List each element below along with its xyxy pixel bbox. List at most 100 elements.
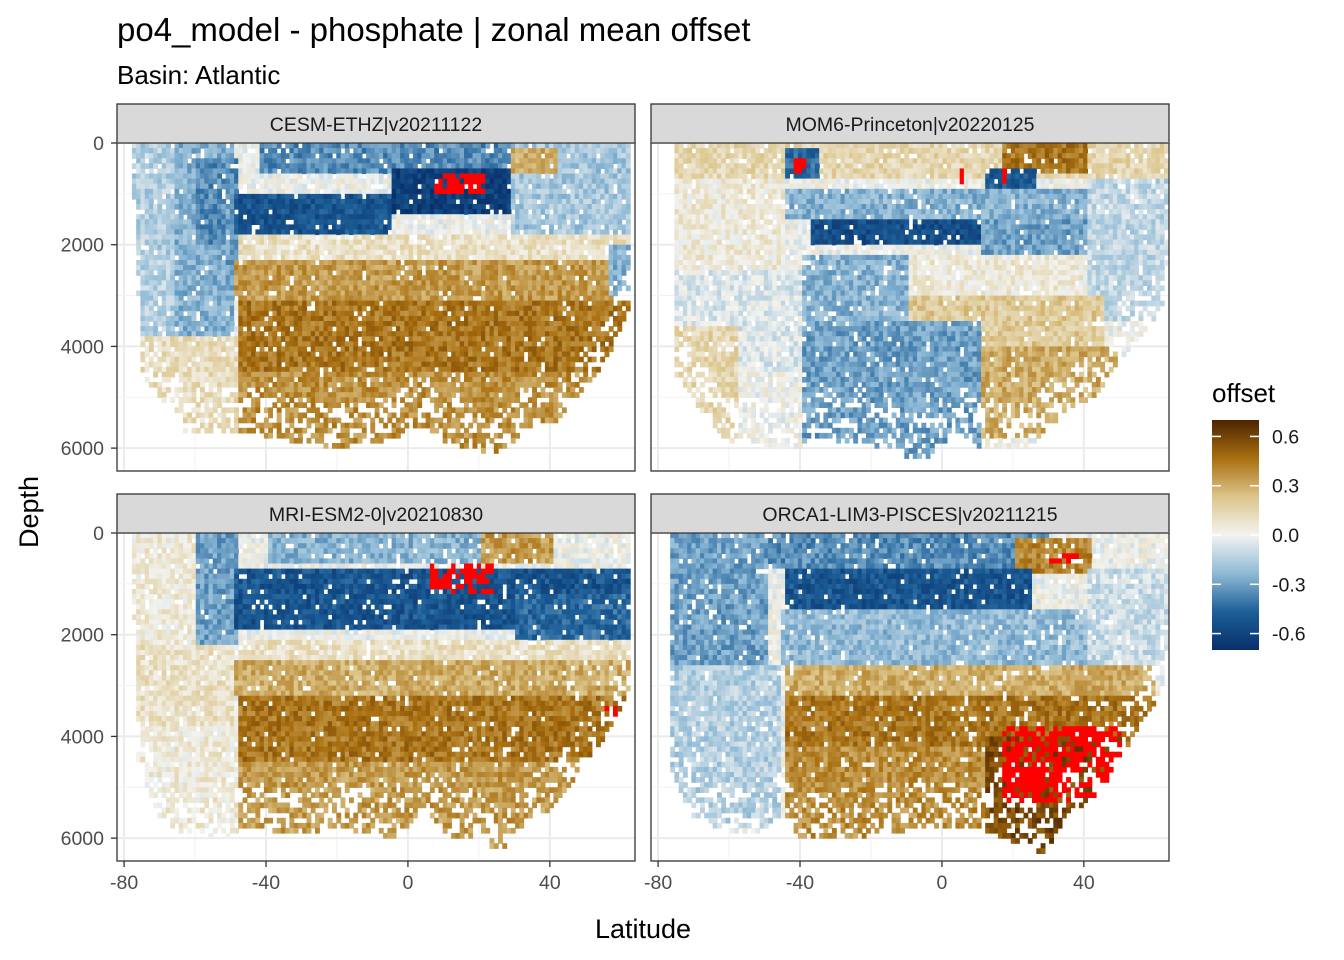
heat-cell: [229, 204, 235, 210]
heat-cell: [323, 300, 329, 307]
heat-cell: [523, 310, 529, 317]
heat-cell: [353, 214, 359, 220]
heat-cell: [472, 285, 478, 292]
heat-cell: [502, 244, 508, 251]
heat-cell: [404, 300, 410, 307]
heat-cell: [481, 300, 486, 307]
heat-cell: [544, 183, 550, 190]
heat-cell: [323, 356, 329, 363]
heat-cell: [225, 260, 231, 266]
heat-cell: [289, 173, 295, 180]
heat-cell: [255, 402, 261, 408]
heat-cell: [412, 356, 418, 363]
heat-cell: [285, 432, 291, 439]
heat-cell: [349, 387, 354, 393]
heat-cell: [353, 300, 359, 307]
heat-cell: [327, 163, 333, 169]
heat-cell: [319, 148, 325, 154]
heat-cell: [268, 422, 273, 429]
heat-cell: [195, 407, 201, 414]
heat-cell: [451, 432, 457, 439]
heat-cell: [472, 351, 478, 358]
heat-cell: [464, 219, 469, 225]
heat-cell: [332, 260, 337, 266]
heat-cell: [148, 361, 154, 368]
heat-cell: [544, 402, 550, 408]
heat-cell: [357, 285, 363, 292]
heat-cell: [315, 239, 320, 246]
heat-cell: [353, 336, 359, 342]
heat-cell: [297, 341, 303, 347]
heat-cell: [225, 188, 231, 195]
heat-cell: [472, 280, 478, 286]
heat-cell: [417, 249, 423, 256]
heat-cell: [442, 280, 448, 286]
heat-cell: [472, 239, 478, 246]
heat-cell: [255, 361, 261, 368]
heat-cell: [378, 234, 384, 241]
heat-cell: [519, 331, 525, 337]
heat-cell: [412, 295, 418, 302]
heat-cell: [204, 315, 210, 322]
heat-cell: [212, 366, 218, 373]
heat-cell: [553, 153, 559, 159]
heat-cell: [323, 260, 329, 266]
heat-cell: [404, 310, 410, 317]
heat-cell: [255, 366, 261, 373]
heat-cell: [289, 193, 295, 200]
heat-cell: [353, 254, 359, 261]
heat-cell: [280, 305, 286, 312]
heat-cell: [506, 371, 512, 378]
heat-cell: [327, 260, 333, 266]
heat-cell: [476, 270, 482, 276]
heat-cell: [238, 321, 244, 327]
heat-cell: [204, 229, 210, 236]
heat-cell: [391, 290, 397, 297]
heat-cell: [280, 300, 286, 307]
heat-cell: [429, 366, 435, 373]
heat-cell: [515, 295, 520, 302]
heat-cells: [131, 143, 631, 454]
heat-cell: [144, 270, 150, 276]
heat-cell: [383, 315, 388, 322]
heat-cell: [166, 244, 171, 251]
heat-cell: [234, 361, 239, 368]
heat-cell: [302, 214, 308, 220]
heat-cell: [506, 173, 512, 180]
heat-cell: [485, 193, 491, 200]
heat-cell: [408, 341, 414, 347]
heat-cell: [510, 254, 516, 261]
heat-cell: [140, 300, 146, 307]
heat-cell: [166, 173, 171, 180]
heat-cell: [187, 376, 193, 383]
heat-cell: [140, 331, 146, 337]
heat-cell: [293, 402, 299, 408]
heat-cell: [442, 290, 448, 297]
heat-cell: [183, 376, 188, 383]
heat-cell: [476, 387, 482, 393]
heat-cell: [276, 214, 282, 220]
heat-cell: [238, 229, 244, 236]
heat-cell: [404, 219, 410, 225]
heat-cell: [204, 321, 210, 327]
heat-cell: [489, 336, 495, 342]
heat-cell: [255, 163, 261, 169]
heat-cell: [268, 315, 273, 322]
heat-cell: [429, 198, 435, 205]
heat-cell: [553, 163, 559, 169]
heat-cell: [455, 321, 461, 327]
heat-cell: [408, 209, 414, 215]
heat-cell: [447, 270, 452, 276]
heat-cell: [353, 356, 359, 363]
heat-cell: [455, 193, 461, 200]
heat-cell: [549, 188, 554, 195]
heat-cell: [442, 260, 448, 266]
heat-cell: [468, 275, 474, 281]
heat-cell: [229, 407, 235, 414]
heat-cell: [319, 331, 325, 337]
heat-cell: [161, 397, 167, 403]
heat-cell: [404, 351, 410, 358]
heat-cell: [183, 346, 188, 353]
heat-cell: [417, 188, 423, 195]
heat-cell: [255, 198, 261, 205]
